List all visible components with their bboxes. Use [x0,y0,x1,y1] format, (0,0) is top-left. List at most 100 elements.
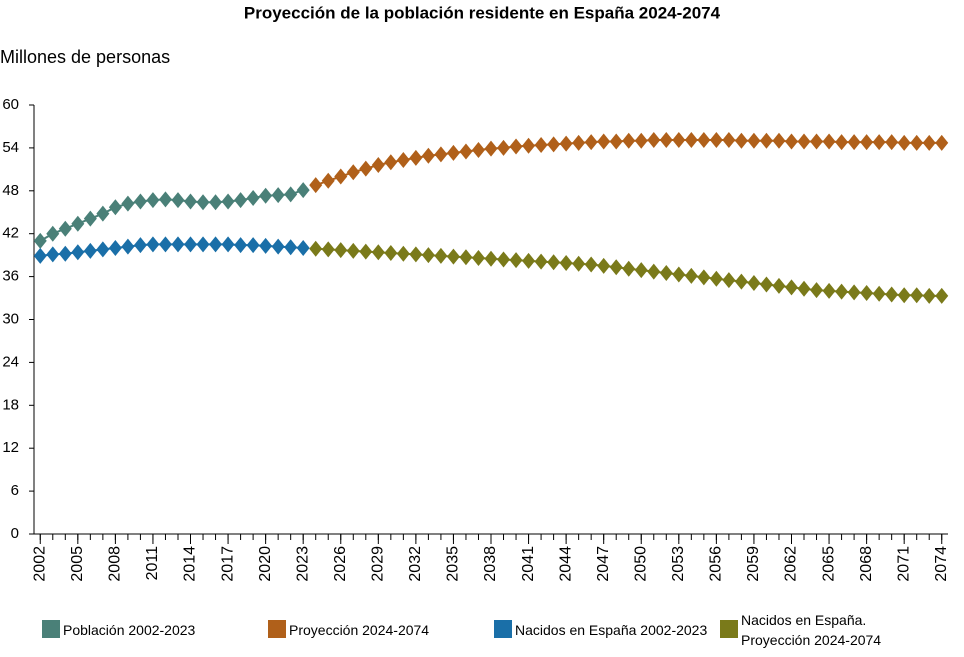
point-marker [83,210,97,227]
point-marker [309,177,323,194]
point-marker [334,242,348,259]
x-tick-label: 2038 [482,546,499,582]
point-marker [271,238,285,255]
point-marker [46,225,60,242]
x-tick-label: 2056 [708,546,725,582]
point-marker [359,243,373,260]
point-marker [296,182,310,199]
point-marker [46,246,60,263]
point-marker [146,236,160,253]
point-marker [522,137,536,154]
point-marker [459,143,473,160]
x-tick-label: 2044 [557,546,574,582]
point-marker [409,149,423,166]
legend-swatch [42,620,60,638]
x-tick-label: 2020 [257,546,274,582]
point-marker [684,267,698,284]
y-tick-label: 36 [2,268,19,285]
point-marker [847,284,861,301]
point-marker [885,286,899,303]
point-marker [158,236,172,253]
point-marker [83,242,97,259]
point-marker [634,262,648,279]
legend-item: Nacidos en España 2002-2023 [494,620,720,650]
point-marker [484,250,498,267]
point-marker [209,194,223,211]
point-marker [759,276,773,293]
point-marker [897,287,911,304]
point-marker [647,132,661,149]
point-marker [609,259,623,276]
point-marker [33,232,47,249]
point-marker [384,245,398,262]
x-tick-label: 2029 [370,546,387,582]
point-marker [734,132,748,149]
point-marker [822,282,836,299]
point-marker [572,255,586,272]
y-tick-label: 60 [2,96,19,113]
point-marker [96,241,110,258]
y-tick-label: 24 [2,353,19,370]
point-marker [284,239,298,256]
point-marker [559,255,573,272]
point-marker [559,135,573,152]
x-tick-label: 2032 [407,546,424,582]
point-marker [108,240,122,256]
point-marker [346,164,360,181]
x-tick-label: 2071 [895,546,912,582]
point-marker [922,134,936,151]
point-marker [371,157,385,174]
x-tick-label: 2041 [520,546,537,582]
point-marker [71,215,85,232]
point-marker [935,134,949,151]
point-marker [246,237,260,254]
point-marker [384,154,398,171]
point-marker [446,144,460,161]
point-marker [722,272,736,289]
x-tick-label: 2023 [294,546,311,582]
point-marker [421,147,435,164]
point-marker [409,246,423,263]
point-marker [810,133,824,150]
point-marker [597,133,611,150]
point-marker [221,236,235,253]
point-marker [810,282,824,299]
point-marker [747,132,761,149]
point-marker [597,257,611,274]
x-tick-label: 2068 [858,546,875,582]
x-tick-label: 2053 [670,546,687,582]
point-marker [133,193,147,210]
point-marker [58,220,72,237]
point-marker [772,132,786,149]
point-marker [547,254,561,271]
point-marker [910,134,924,151]
point-marker [497,139,511,156]
point-marker [935,287,949,304]
point-marker [622,132,636,149]
point-marker [396,152,410,169]
x-tick-label: 2008 [107,546,124,582]
point-marker [647,263,661,280]
y-tick-label: 48 [2,182,19,199]
point-marker [584,134,598,151]
point-marker [171,236,185,253]
y-tick-label: 0 [11,525,19,542]
point-marker [509,252,523,269]
point-marker [759,132,773,149]
point-marker [747,275,761,292]
point-marker [96,205,110,222]
point-marker [847,134,861,151]
point-marker [897,134,911,151]
point-marker [697,269,711,286]
legend-label: Nacidos en España. Proyección 2024-2074 [741,612,882,648]
point-marker [872,134,886,151]
point-marker [259,187,273,204]
y-tick-label: 42 [2,225,19,242]
legend: Población 2002-2023 Proyección 2024-2074 N… [42,612,942,650]
point-marker [121,195,135,212]
point-marker [184,193,198,210]
point-marker [33,247,47,264]
point-marker [534,137,548,154]
x-tick-label: 2026 [332,546,349,582]
